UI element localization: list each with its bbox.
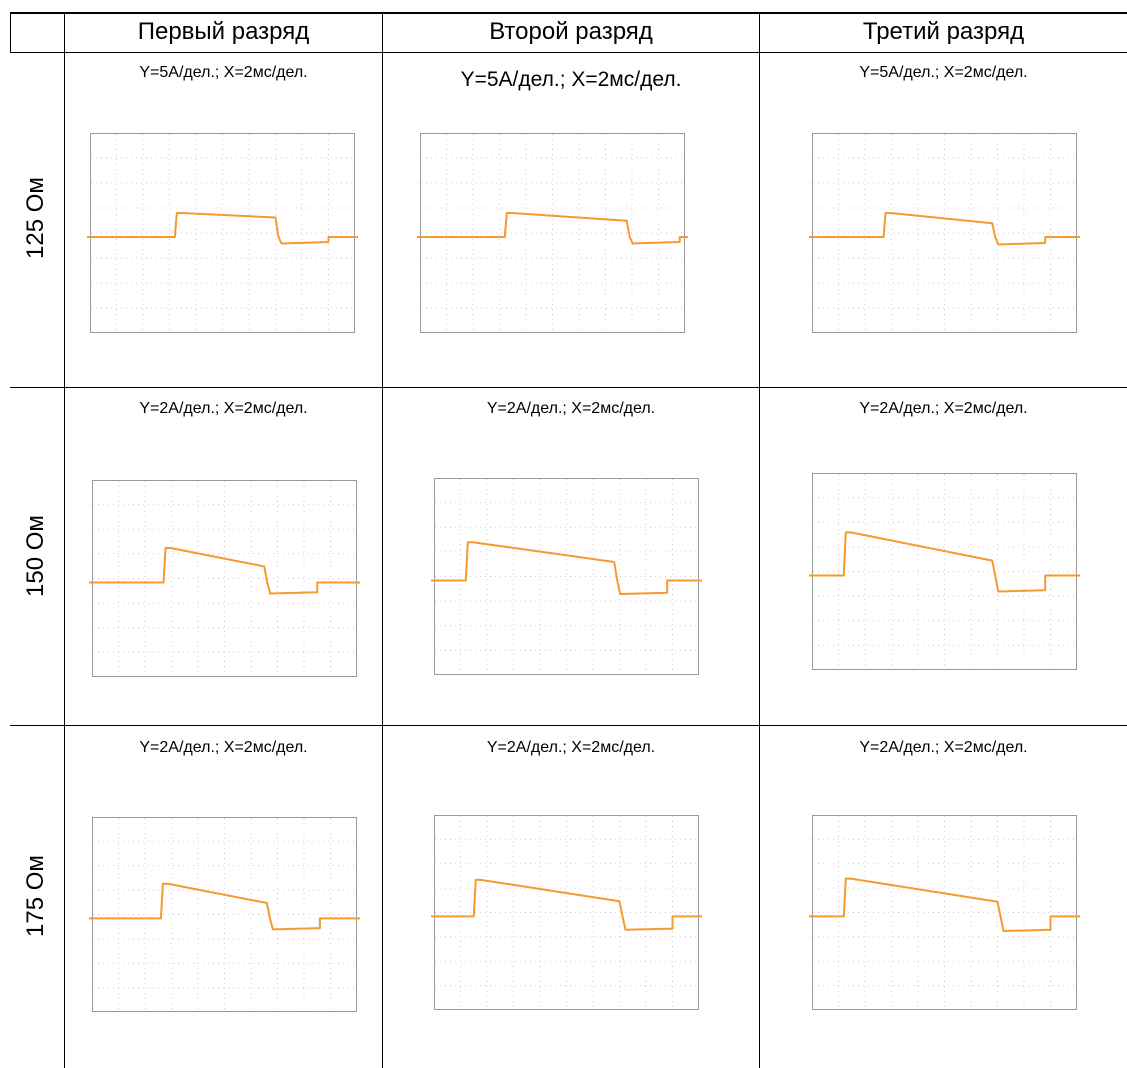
scope-frame [812, 133, 1077, 333]
oscillogram-175-second [431, 815, 702, 1010]
cell-caption: Y=2A/дел.; X=2мс/дел. [859, 739, 1028, 756]
cell-caption: Y=2A/дел.; X=2мс/дел. [859, 400, 1028, 417]
column-header-first: Первый разряд [137, 18, 310, 45]
row-label-125: 125 Ом [22, 177, 49, 259]
cell-caption: Y=5A/дел.; X=2мс/дел. [460, 68, 682, 91]
cell-caption: Y=5A/дел.; X=2мс/дел. [859, 64, 1028, 81]
scope-frame [812, 815, 1077, 1010]
scope-trace [87, 212, 358, 245]
scope-trace [431, 541, 702, 595]
oscillogram-175-third [809, 815, 1080, 1010]
table-col-divider [759, 12, 760, 1068]
column-header-third: Третий разряд [862, 18, 1025, 45]
cell-caption: Y=2A/дел.; X=2мс/дел. [486, 739, 656, 756]
oscillogram-150-third [809, 473, 1080, 670]
scope-trace [431, 878, 702, 931]
scope-frame [434, 815, 699, 1010]
scope-trace [809, 877, 1080, 933]
column-header-second: Второй разряд [489, 18, 653, 45]
table-col-divider [382, 12, 383, 1068]
scope-frame [420, 133, 685, 333]
table-border-left [10, 12, 11, 52]
row-label-175: 175 Ом [22, 855, 49, 937]
oscillogram-175-first [89, 817, 360, 1012]
oscillogram-125-second [417, 133, 688, 333]
cell-caption: Y=2A/дел.; X=2мс/дел. [139, 739, 308, 756]
scope-trace [809, 531, 1080, 593]
scope-frame [92, 480, 357, 677]
oscillogram-125-third [809, 133, 1080, 333]
table-row-divider [10, 725, 1127, 726]
scope-frame [92, 817, 357, 1012]
oscillogram-150-first [89, 480, 360, 677]
scope-trace [809, 212, 1080, 246]
oscillogram-150-second [431, 478, 702, 675]
table-col-divider [64, 12, 65, 1068]
table-row-divider [10, 52, 1127, 53]
table-row-divider [10, 387, 1127, 388]
cell-caption: Y=5A/дел.; X=2мс/дел. [139, 64, 308, 81]
cell-caption: Y=2A/дел.; X=2мс/дел. [139, 400, 308, 417]
scope-frame [434, 478, 699, 675]
scope-trace [417, 212, 688, 245]
scope-trace [89, 546, 360, 595]
scope-trace [89, 882, 360, 931]
scope-frame [812, 473, 1077, 670]
table-border-top [10, 12, 1127, 14]
row-label-150: 150 Ом [22, 515, 49, 597]
scope-frame [90, 133, 355, 333]
oscillogram-125-first [87, 133, 358, 333]
cell-caption: Y=2A/дел.; X=2мс/дел. [486, 400, 656, 417]
